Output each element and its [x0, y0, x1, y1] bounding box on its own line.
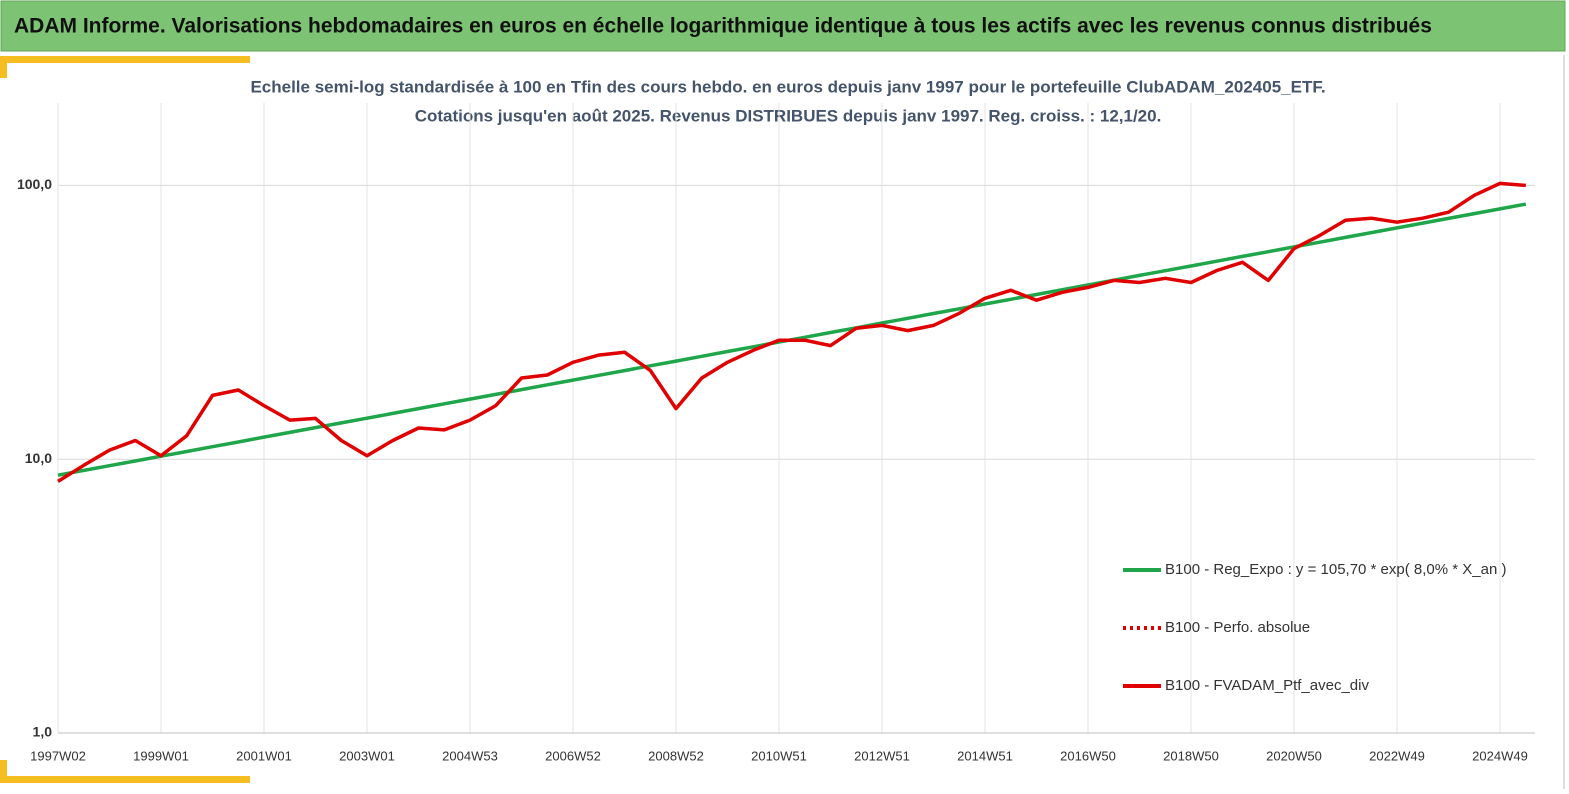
legend-label: B100 - FVADAM_Ptf_avec_div — [1165, 677, 1369, 694]
plot — [57, 181, 1527, 483]
x-tick-label: 1997W02 — [30, 748, 86, 763]
grid: 1,0 10,0 100,0 1997W02 1999W01 2001W01 2003W01… — [17, 103, 1535, 763]
y-tick-label: 10,0 — [25, 450, 52, 466]
header-title: ADAM Informe. Valorisations hebdomadaire… — [14, 15, 1432, 38]
chart-title: Echelle semi-log standardisée à 100 en T… — [250, 77, 1325, 96]
x-tick-label: 2004W53 — [442, 748, 498, 763]
x-tick-label: 2014W51 — [957, 748, 1013, 763]
legend-label: B100 - Perfo. absolue — [1165, 619, 1310, 636]
accent — [0, 56, 250, 63]
x-tick-label: 1999W01 — [133, 748, 189, 763]
accent — [0, 760, 7, 783]
x-tick-label: 2024W49 — [1472, 748, 1528, 763]
x-tick-label: 2003W01 — [339, 748, 395, 763]
x-tick-label: 2006W52 — [545, 748, 601, 763]
x-tick-label: 2020W50 — [1266, 748, 1322, 763]
x-tick-label: 2012W51 — [854, 748, 910, 763]
x-tick-label: 2008W52 — [648, 748, 704, 763]
x-tick-label: 2018W50 — [1163, 748, 1219, 763]
series-line — [57, 181, 1526, 483]
x-tick-label: 2001W01 — [236, 748, 292, 763]
header-bar — [0, 0, 1566, 52]
x-tick-label: 2022W49 — [1369, 748, 1425, 763]
y-tick-label: 100,0 — [17, 176, 52, 192]
accent — [0, 56, 7, 78]
chart-subtitle: Cotations jusqu'en août 2025. Revenus DI… — [415, 106, 1162, 125]
accent — [0, 776, 250, 783]
y-tick-label: 1,0 — [33, 724, 53, 740]
x-tick-label: 2016W50 — [1060, 748, 1116, 763]
legend: B100 - Reg_Expo : y = 105,70 * exp( 8,0%… — [1123, 561, 1506, 694]
legend-label: B100 - Reg_Expo : y = 105,70 * exp( 8,0%… — [1165, 561, 1506, 578]
x-tick-label: 2010W51 — [751, 748, 807, 763]
